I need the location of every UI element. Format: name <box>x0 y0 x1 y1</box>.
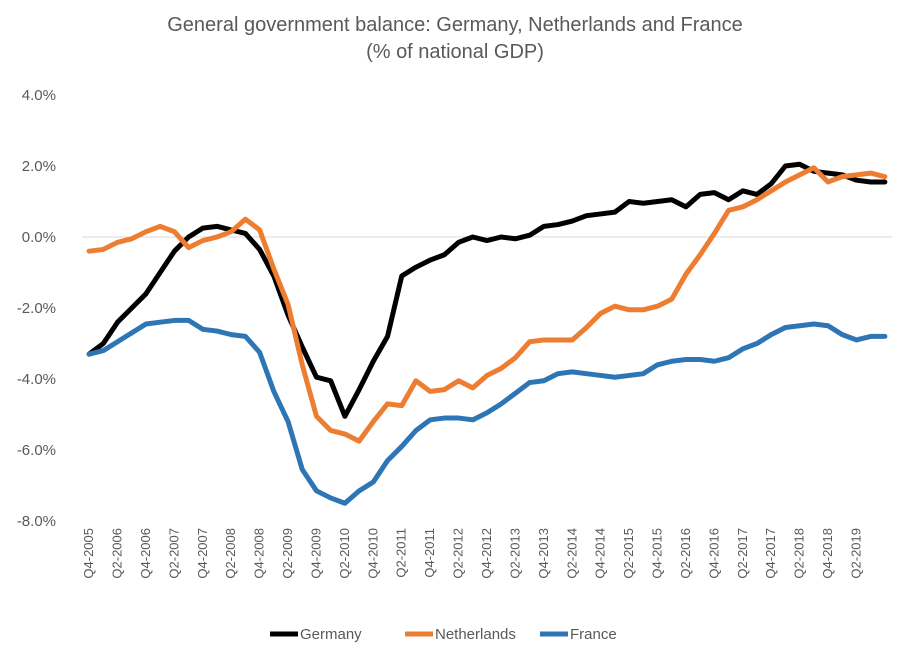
y-tick-label: -2.0% <box>17 300 56 317</box>
x-tick-label: Q4-2013 <box>536 528 551 579</box>
x-tick-label: Q2-2014 <box>564 528 579 579</box>
x-tick-label: Q2-2018 <box>792 528 807 579</box>
legend: Germany Netherlands France <box>270 626 617 643</box>
chart-title: General government balance: Germany, Net… <box>0 12 910 66</box>
y-tick-label: 0.0% <box>22 229 56 246</box>
x-tick-label: Q4-2005 <box>81 528 96 579</box>
x-tick-label: Q2-2010 <box>337 528 352 579</box>
y-tick-label: 2.0% <box>22 158 56 175</box>
x-tick-label: Q2-2019 <box>848 528 863 579</box>
y-tick-label: 4.0% <box>22 87 56 104</box>
x-tick-label: Q4-2015 <box>650 528 665 579</box>
x-tick-label: Q4-2006 <box>138 528 153 579</box>
x-tick-label: Q2-2015 <box>621 528 636 579</box>
x-tick-label: Q4-2012 <box>479 528 494 579</box>
x-tick-label: Q2-2008 <box>223 528 238 579</box>
x-tick-label: Q2-2012 <box>451 528 466 579</box>
chart-title-line: General government balance: Germany, Net… <box>167 14 743 36</box>
series-line-germany <box>86 161 888 419</box>
x-tick-label: Q4-2014 <box>593 528 608 579</box>
series-line-france <box>86 317 888 506</box>
y-tick-label: -6.0% <box>17 442 56 459</box>
x-tick-label: Q4-2010 <box>365 528 380 579</box>
x-tick-label: Q2-2011 <box>394 528 409 578</box>
x-tick-label: Q4-2008 <box>252 528 267 579</box>
x-tick-label: Q4-2018 <box>820 528 835 579</box>
x-tick-label: Q4-2009 <box>308 528 323 579</box>
x-tick-label: Q4-2011 <box>422 528 437 578</box>
chart-subtitle-line: (% of national GDP) <box>366 41 544 63</box>
series-lines <box>86 161 888 506</box>
x-tick-label: Q2-2009 <box>280 528 295 579</box>
x-tick-label: Q2-2013 <box>507 528 522 579</box>
x-tick-label: Q4-2007 <box>195 528 210 579</box>
legend-label-france: France <box>570 626 617 643</box>
x-tick-label: Q4-2016 <box>706 528 721 579</box>
series-line-netherlands <box>86 165 888 444</box>
legend-label-netherlands: Netherlands <box>435 626 516 643</box>
y-tick-label: -4.0% <box>17 371 56 388</box>
legend-label-germany: Germany <box>300 626 362 643</box>
y-axis-tick-labels: 4.0% 2.0% 0.0% -2.0% -4.0% -6.0% -8.0% <box>17 87 56 530</box>
x-tick-label: Q2-2007 <box>166 528 181 579</box>
x-tick-label: Q2-2017 <box>735 528 750 579</box>
x-tick-label: Q4-2017 <box>763 528 778 579</box>
x-tick-label: Q2-2006 <box>110 528 125 579</box>
x-axis-tick-labels: Q4-2005 Q2-2006 Q4-2006 Q2-2007 Q4-2007 Q2-20… <box>81 528 863 579</box>
y-tick-label: -8.0% <box>17 513 56 530</box>
x-tick-label: Q2-2016 <box>678 528 693 579</box>
